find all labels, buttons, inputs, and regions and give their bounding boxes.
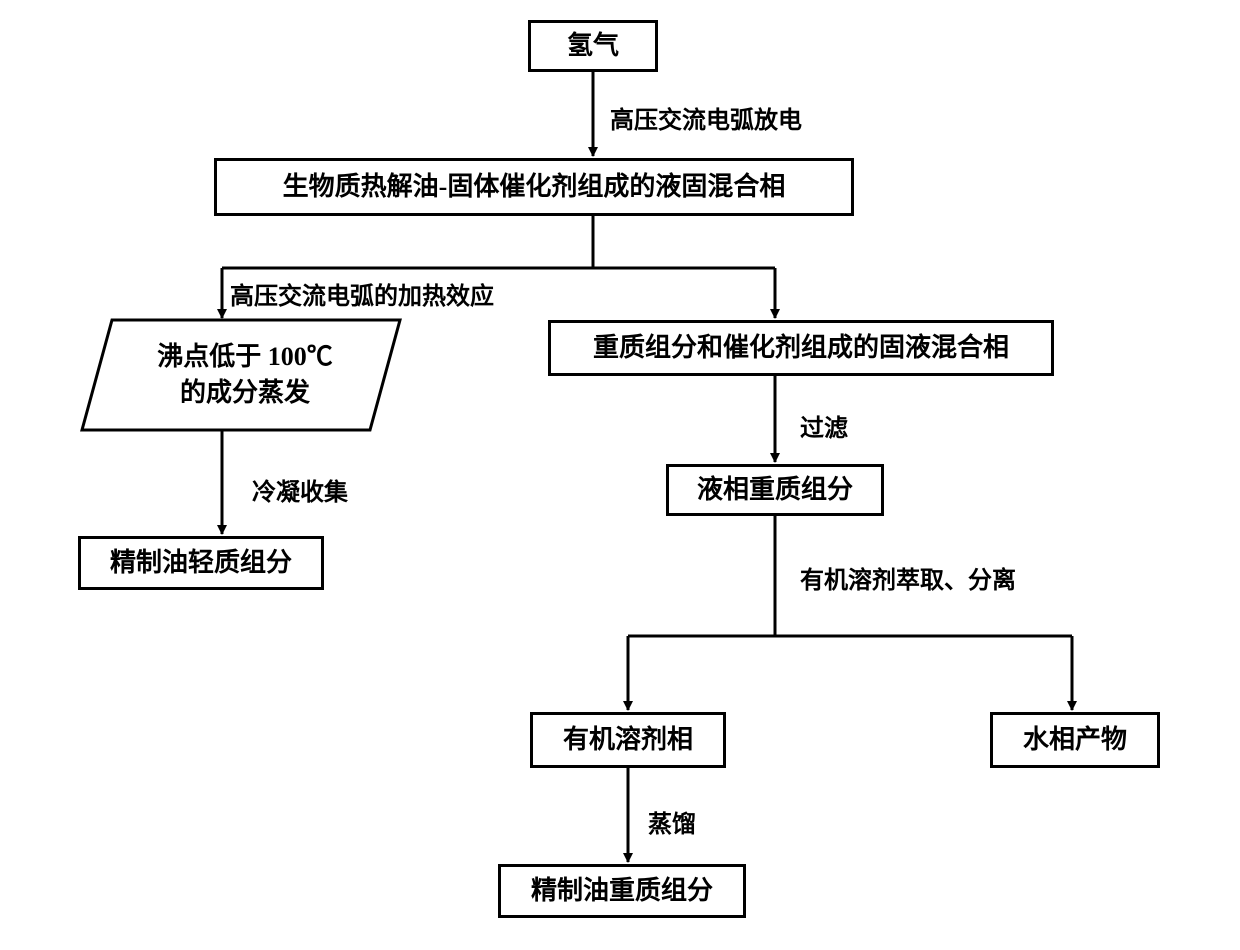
node-evaporate: 沸点低于 100℃ 的成分蒸发 [90,320,400,430]
node-refined-heavy-text: 精制油重质组分 [531,874,713,908]
node-mixture: 生物质热解油-固体催化剂组成的液固混合相 [214,158,854,216]
edge-label-heating-effect: 高压交流电弧的加热效应 [230,276,494,311]
node-light-fraction: 精制油轻质组分 [78,536,324,590]
node-liquid-heavy-text: 液相重质组分 [697,473,853,507]
edge-label-arc-discharge: 高压交流电弧放电 [610,100,802,135]
node-evaporate-text: 沸点低于 100℃ 的成分蒸发 [157,339,333,412]
node-refined-heavy: 精制油重质组分 [498,864,746,918]
node-aqueous-product: 水相产物 [990,712,1160,768]
node-liquid-heavy: 液相重质组分 [666,464,884,516]
node-hydrogen: 氢气 [528,20,658,72]
edge-label-condense: 冷凝收集 [252,472,348,507]
node-light-fraction-text: 精制油轻质组分 [110,546,292,580]
node-aqueous-product-text: 水相产物 [1023,723,1127,757]
node-hydrogen-text: 氢气 [567,29,619,63]
node-mixture-text: 生物质热解油-固体催化剂组成的液固混合相 [283,170,786,204]
node-organic-phase-text: 有机溶剂相 [563,723,693,757]
flowchart-arrows [0,0,1240,950]
edge-label-distill: 蒸馏 [648,804,696,839]
node-heavy-mixture: 重质组分和催化剂组成的固液混合相 [548,320,1054,376]
edge-label-filter: 过滤 [800,408,848,443]
node-heavy-mixture-text: 重质组分和催化剂组成的固液混合相 [593,331,1009,365]
node-organic-phase: 有机溶剂相 [530,712,726,768]
edge-label-extract: 有机溶剂萃取、分离 [800,560,1016,595]
